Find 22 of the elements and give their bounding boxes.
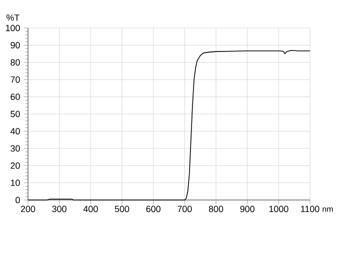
y-tick-label: 60 bbox=[10, 94, 20, 100]
x-tick-label: 500 bbox=[114, 206, 130, 212]
y-tick-label: 10 bbox=[10, 180, 20, 186]
y-tick-label: 70 bbox=[10, 76, 20, 83]
y-tick-label: 30 bbox=[10, 145, 20, 152]
y-tick-label: 20 bbox=[10, 162, 20, 169]
y-tick-label: 100 bbox=[6, 24, 20, 32]
y-tick-label: 90 bbox=[10, 42, 20, 48]
y-axis-title: %T bbox=[6, 14, 20, 21]
x-tick-label: 400 bbox=[83, 206, 98, 212]
y-tick-label: 40 bbox=[10, 128, 20, 134]
y-tick-label: 0 bbox=[16, 196, 20, 204]
x-tick-label: 1100 bbox=[301, 206, 320, 212]
x-tick-label: 900 bbox=[240, 206, 254, 212]
y-tick-label: 50 bbox=[10, 110, 20, 118]
x-tick-label: 200 bbox=[20, 206, 36, 212]
x-tick-label: 300 bbox=[52, 206, 66, 212]
x-tick-label: 600 bbox=[146, 206, 160, 212]
x-tick-label: 800 bbox=[208, 206, 224, 212]
y-tick-label: 80 bbox=[10, 59, 20, 66]
x-tick-label: 1000 bbox=[269, 206, 288, 212]
x-tick-label: 700 bbox=[178, 206, 192, 212]
